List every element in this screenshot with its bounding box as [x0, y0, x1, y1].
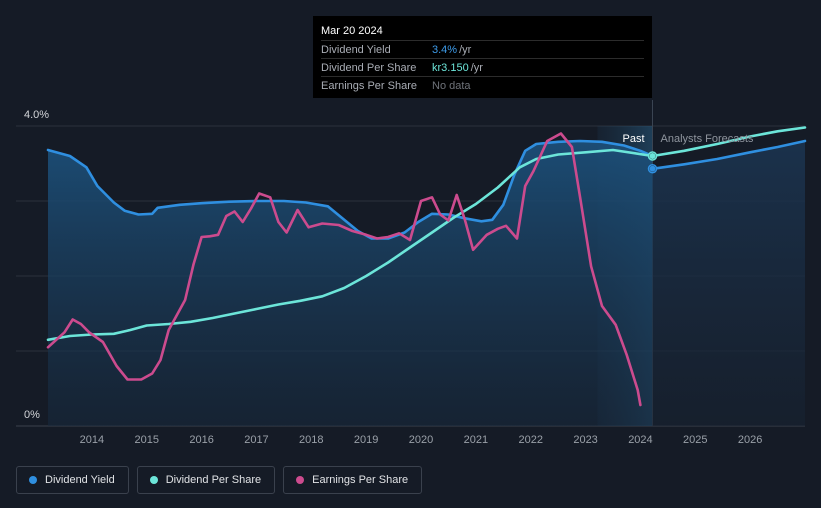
legend-label: Earnings Per Share	[312, 474, 409, 486]
tooltip-value: kr3.150	[432, 61, 469, 74]
x-tick-label: 2018	[299, 434, 323, 446]
x-tick-label: 2017	[244, 434, 268, 446]
legend-dot-icon	[29, 476, 37, 484]
marker-dot	[649, 165, 656, 172]
y-tick-label: 0%	[24, 409, 40, 421]
x-tick-label: 2016	[189, 434, 213, 446]
legend-dot-icon	[296, 476, 305, 484]
tooltip-unit: /yr	[470, 61, 483, 74]
legend-label: Dividend Per Share	[165, 474, 262, 486]
past-label: Past	[622, 133, 644, 145]
marker-dot	[649, 153, 656, 159]
earnings-per-share-line	[46, 132, 642, 407]
x-tick-label: 2020	[409, 434, 433, 446]
x-tick-label: 2025	[683, 434, 707, 446]
legend-dot-icon	[149, 476, 158, 484]
x-tick-label: 2014	[80, 434, 104, 446]
legend-earnings-per-share[interactable]: Earnings Per Share	[283, 466, 423, 494]
tooltip-label: Dividend Yield	[321, 43, 391, 56]
dividend-per-share-forecast-line	[651, 126, 807, 158]
forecast-label: Analysts Forecasts	[661, 133, 754, 145]
dividend-yield-forecast-area	[652, 141, 805, 426]
tooltip-date: Mar 20 2024	[321, 25, 383, 37]
tooltip-unit: /yr	[459, 43, 472, 56]
legend-dividend-yield[interactable]: Dividend Yield	[16, 466, 129, 494]
tooltip-panel: Mar 20 2024 Dividend Yield 3.4% /yr Divi…	[313, 16, 652, 98]
dividend-yield-line	[46, 139, 654, 240]
tooltip-label: Earnings Per Share	[321, 79, 417, 92]
x-tick-label: 2021	[464, 434, 488, 446]
legend-dividend-per-share[interactable]: Dividend Per Share	[136, 466, 276, 494]
tooltip-row-earnings-per-share: Earnings Per Share No data	[321, 76, 644, 94]
x-tick-label: 2022	[518, 434, 542, 446]
x-tick-label: 2026	[738, 434, 762, 446]
axis-labels: 4.0% 0% 2014 2015 2016 2017 2018 2019 2020 2021 20…	[24, 109, 762, 446]
tooltip-value: No data	[432, 79, 471, 92]
dividend-per-share-line	[46, 148, 654, 342]
y-tick-label: 4.0%	[24, 109, 49, 121]
area-fills	[48, 141, 805, 426]
tooltip-row-dividend-yield: Dividend Yield 3.4% /yr	[321, 40, 644, 58]
tooltip-row-dividend-per-share: Dividend Per Share kr3.150 /yr	[321, 58, 644, 76]
x-tick-label: 2024	[628, 434, 652, 446]
x-tick-label: 2023	[573, 434, 597, 446]
x-tick-label: 2015	[134, 434, 158, 446]
tooltip-value: 3.4%	[432, 43, 458, 56]
chart-legend: Dividend Yield Dividend Per Share Earnin…	[16, 466, 423, 494]
legend-label: Dividend Yield	[45, 474, 115, 486]
x-tick-label: 2019	[354, 434, 378, 446]
tooltip-label: Dividend Per Share	[321, 61, 417, 74]
series-lines	[46, 126, 807, 407]
dividend-yield-forecast-line	[651, 139, 807, 171]
